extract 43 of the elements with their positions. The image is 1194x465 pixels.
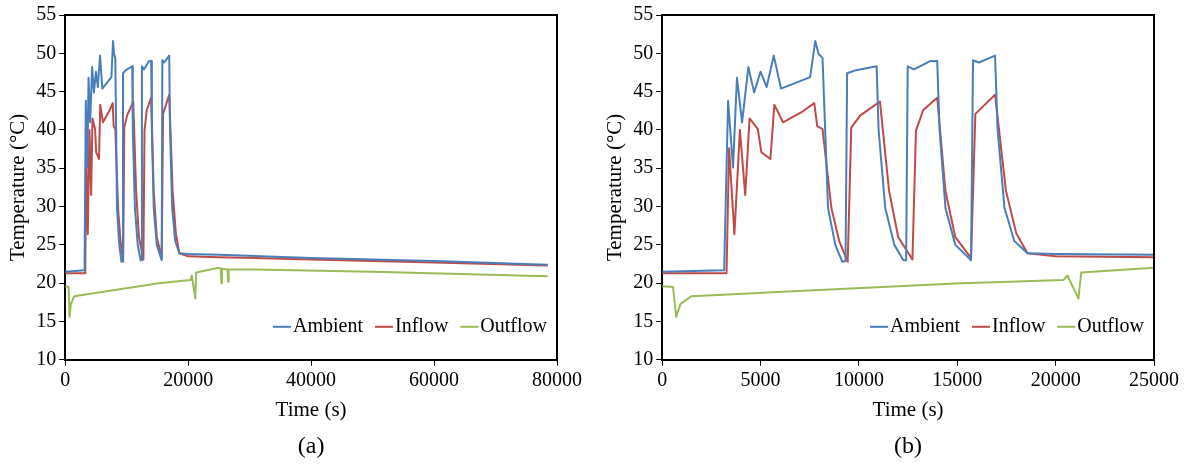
x-axis-title: Time (s) — [275, 396, 347, 421]
y-tick-label: 50 — [633, 40, 654, 63]
y-tick-label: 45 — [633, 78, 654, 101]
x-tick-label: 60000 — [409, 368, 460, 391]
legend-label: Ambient — [890, 314, 961, 337]
x-tick-label: 40000 — [286, 368, 337, 391]
y-axis-title: Temperature (°C) — [602, 113, 627, 262]
x-tick-label: 80000 — [532, 368, 582, 391]
x-tick-label: 20000 — [163, 368, 214, 391]
x-tick-label: 0 — [657, 368, 668, 391]
legend-label: Outflow — [480, 314, 548, 337]
text: (a) — [297, 432, 325, 459]
y-axis-title: Temperature (°C) — [5, 113, 30, 262]
x-tick-label: 15000 — [932, 368, 983, 391]
x-tick-label: 20000 — [1030, 368, 1081, 391]
y-tick-label: 15 — [633, 308, 654, 331]
legend-label: Ambient — [293, 314, 364, 337]
y-tick-label: 15 — [36, 308, 57, 331]
y-tick-label: 35 — [36, 155, 57, 178]
legend-label: Inflow — [395, 314, 449, 337]
y-tick-label: 50 — [36, 40, 57, 63]
y-tick-label: 25 — [633, 232, 654, 255]
y-tick-label: 30 — [633, 193, 654, 216]
y-tick-label: 30 — [36, 193, 57, 216]
x-tick-label: 10000 — [833, 368, 884, 391]
y-tick-label: 55 — [36, 2, 57, 25]
y-tick-label: 40 — [36, 117, 57, 140]
y-tick-label: 20 — [633, 270, 654, 293]
y-tick-label: 10 — [36, 347, 57, 370]
y-tick-label: 40 — [633, 117, 654, 140]
y-tick-label: 25 — [36, 232, 57, 255]
legend-label: Outflow — [1077, 314, 1145, 337]
y-tick-label: 45 — [36, 78, 57, 101]
x-tick-label: 0 — [60, 368, 71, 391]
legend-label: Inflow — [992, 314, 1046, 337]
y-tick-label: 10 — [633, 347, 654, 370]
y-tick-label: 55 — [633, 2, 654, 25]
x-tick-label: 5000 — [740, 368, 781, 391]
x-tick-label: 25000 — [1129, 368, 1179, 391]
x-axis-title: Time (s) — [872, 396, 944, 421]
text: (b) — [894, 432, 923, 459]
y-tick-label: 35 — [633, 155, 654, 178]
y-tick-label: 20 — [36, 270, 57, 293]
